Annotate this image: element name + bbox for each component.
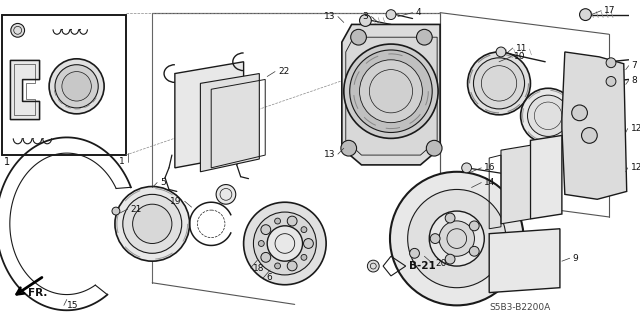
Text: 17: 17 [604,6,616,15]
Circle shape [390,172,524,305]
Circle shape [351,29,367,45]
Text: 9: 9 [573,254,579,263]
Circle shape [341,140,356,156]
Circle shape [408,189,506,288]
Text: 22: 22 [278,67,289,76]
Text: 21: 21 [131,204,142,214]
Polygon shape [10,60,39,119]
Text: 4: 4 [415,8,421,17]
Circle shape [469,221,479,231]
Circle shape [445,254,455,264]
Circle shape [580,9,591,20]
Circle shape [606,77,616,86]
Text: 14: 14 [484,178,495,187]
Circle shape [430,234,440,243]
Circle shape [261,225,271,234]
Circle shape [112,207,120,215]
Text: 19: 19 [170,197,182,206]
Circle shape [386,10,396,19]
Circle shape [582,128,597,143]
Text: FR.: FR. [28,288,47,298]
Text: 10: 10 [514,52,525,61]
Polygon shape [346,37,437,155]
Text: B-21: B-21 [409,261,435,271]
Circle shape [55,65,98,108]
Text: 11: 11 [516,43,527,53]
Circle shape [410,249,419,258]
Polygon shape [342,25,440,165]
Text: 7: 7 [632,61,637,70]
Circle shape [123,194,182,253]
Circle shape [474,58,525,109]
Circle shape [496,47,506,57]
Text: 16: 16 [484,163,496,172]
Circle shape [360,60,422,123]
Circle shape [572,105,588,121]
Circle shape [367,260,379,272]
Circle shape [267,226,303,261]
Circle shape [244,202,326,285]
Circle shape [287,216,297,226]
Text: 3: 3 [363,12,369,21]
Polygon shape [175,62,244,168]
Text: 13: 13 [323,150,335,159]
Circle shape [349,50,432,132]
Text: 13: 13 [323,12,335,21]
Circle shape [469,246,479,256]
Text: 20: 20 [435,259,447,268]
Polygon shape [562,52,627,199]
Circle shape [439,221,474,256]
Text: 18: 18 [253,263,265,272]
Polygon shape [2,15,125,155]
Circle shape [461,163,472,173]
Circle shape [259,241,264,247]
Circle shape [520,88,575,143]
Circle shape [62,71,92,101]
Text: 1: 1 [119,158,125,167]
Circle shape [445,213,455,223]
Circle shape [360,15,371,26]
Circle shape [606,58,616,68]
Polygon shape [501,145,531,224]
Circle shape [429,211,484,266]
Circle shape [301,254,307,260]
Circle shape [426,140,442,156]
Circle shape [253,212,316,275]
Circle shape [115,187,189,261]
Circle shape [301,227,307,233]
Circle shape [49,59,104,114]
Circle shape [216,185,236,204]
Circle shape [468,52,531,115]
Circle shape [527,95,569,137]
Polygon shape [531,136,562,219]
Circle shape [417,29,432,45]
Text: 6: 6 [266,273,272,282]
Polygon shape [489,229,560,293]
Circle shape [287,261,297,271]
Circle shape [275,218,280,224]
Circle shape [303,239,314,249]
Text: 1: 1 [4,157,10,167]
Text: 12: 12 [630,163,640,172]
Circle shape [261,252,271,262]
Circle shape [344,44,438,138]
Text: 12: 12 [630,124,640,133]
Circle shape [275,263,280,269]
Text: 15: 15 [67,301,78,310]
Polygon shape [200,74,259,172]
Text: S5B3-B2200A: S5B3-B2200A [489,303,550,312]
Text: 5: 5 [160,178,166,187]
Circle shape [132,204,172,243]
Circle shape [11,24,24,37]
Text: 8: 8 [632,76,637,85]
